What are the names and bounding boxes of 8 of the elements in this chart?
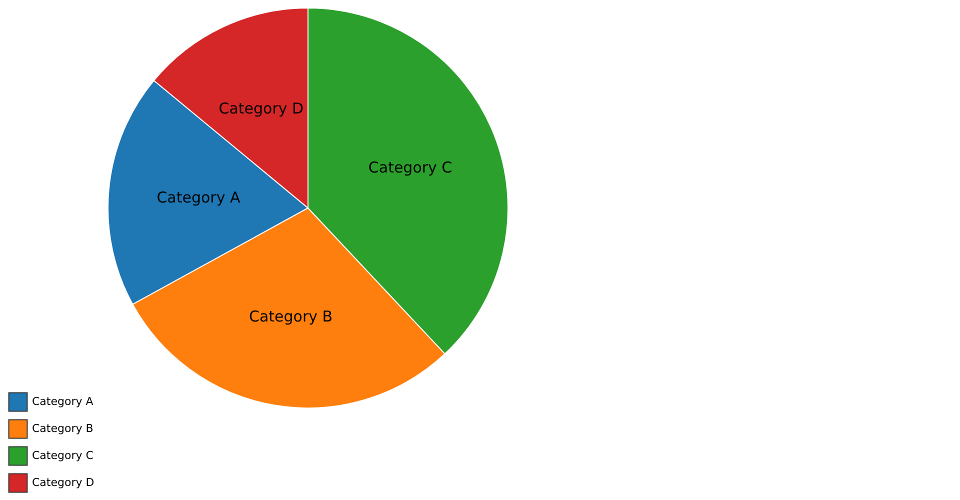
legend-label: Category C [32, 449, 94, 462]
slice-label: Category C [368, 158, 452, 177]
slice-label: Category A [156, 188, 241, 207]
slice-label: Category B [249, 308, 333, 326]
legend-label: Category A [32, 395, 94, 408]
legend-label: Category B [32, 422, 94, 435]
legend-label: Category D [32, 476, 94, 489]
slice-label: Category D [218, 99, 304, 118]
